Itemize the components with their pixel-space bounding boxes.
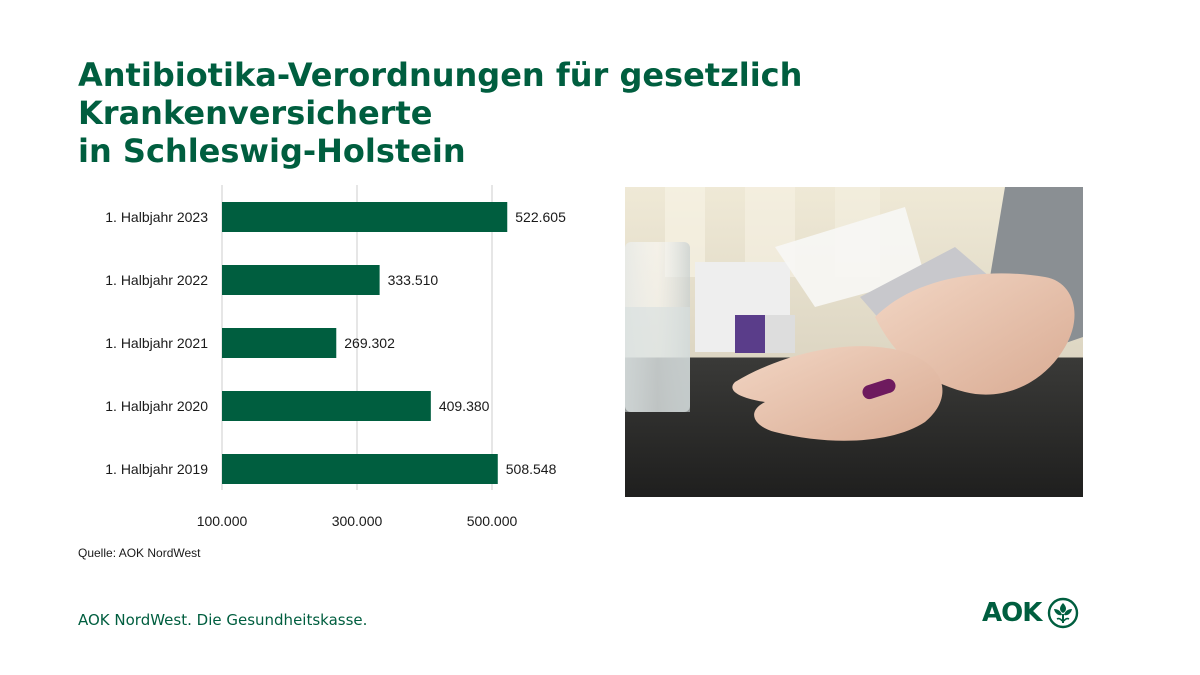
value-label: 269.302: [344, 335, 395, 351]
category-label: 1. Halbjahr 2022: [105, 272, 208, 288]
page-title: Antibiotika-Verordnungen für gesetzlich …: [78, 56, 1078, 170]
category-label: 1. Halbjahr 2019: [105, 461, 208, 477]
x-tick-label: 500.000: [467, 513, 518, 529]
logo-text: AOK: [982, 598, 1042, 628]
bar: [222, 265, 380, 295]
bar: [222, 328, 337, 358]
value-label: 409.380: [439, 398, 490, 414]
category-label: 1. Halbjahr 2023: [105, 209, 208, 225]
value-label: 522.605: [515, 209, 566, 225]
value-label: 333.510: [388, 272, 439, 288]
bar: [222, 391, 431, 421]
title-line-1: Antibiotika-Verordnungen für gesetzlich …: [78, 56, 803, 132]
bar: [222, 202, 508, 232]
category-label: 1. Halbjahr 2020: [105, 398, 208, 414]
x-tick-label: 300.000: [332, 513, 383, 529]
bar: [222, 454, 498, 484]
aok-tree-icon: [1048, 597, 1079, 629]
value-label: 508.548: [506, 461, 557, 477]
footer-tagline: AOK NordWest. Die Gesundheitskasse.: [78, 611, 368, 629]
medication-photo: [625, 187, 1083, 497]
aok-logo: AOK: [982, 597, 1079, 629]
title-line-2: in Schleswig-Holstein: [78, 132, 466, 170]
x-tick-label: 100.000: [197, 513, 248, 529]
source-note: Quelle: AOK NordWest: [78, 546, 201, 560]
bar-chart: 100.000 300.000 500.000 1. Halbjahr 2023 522…: [105, 185, 566, 529]
category-label: 1. Halbjahr 2021: [105, 335, 208, 351]
